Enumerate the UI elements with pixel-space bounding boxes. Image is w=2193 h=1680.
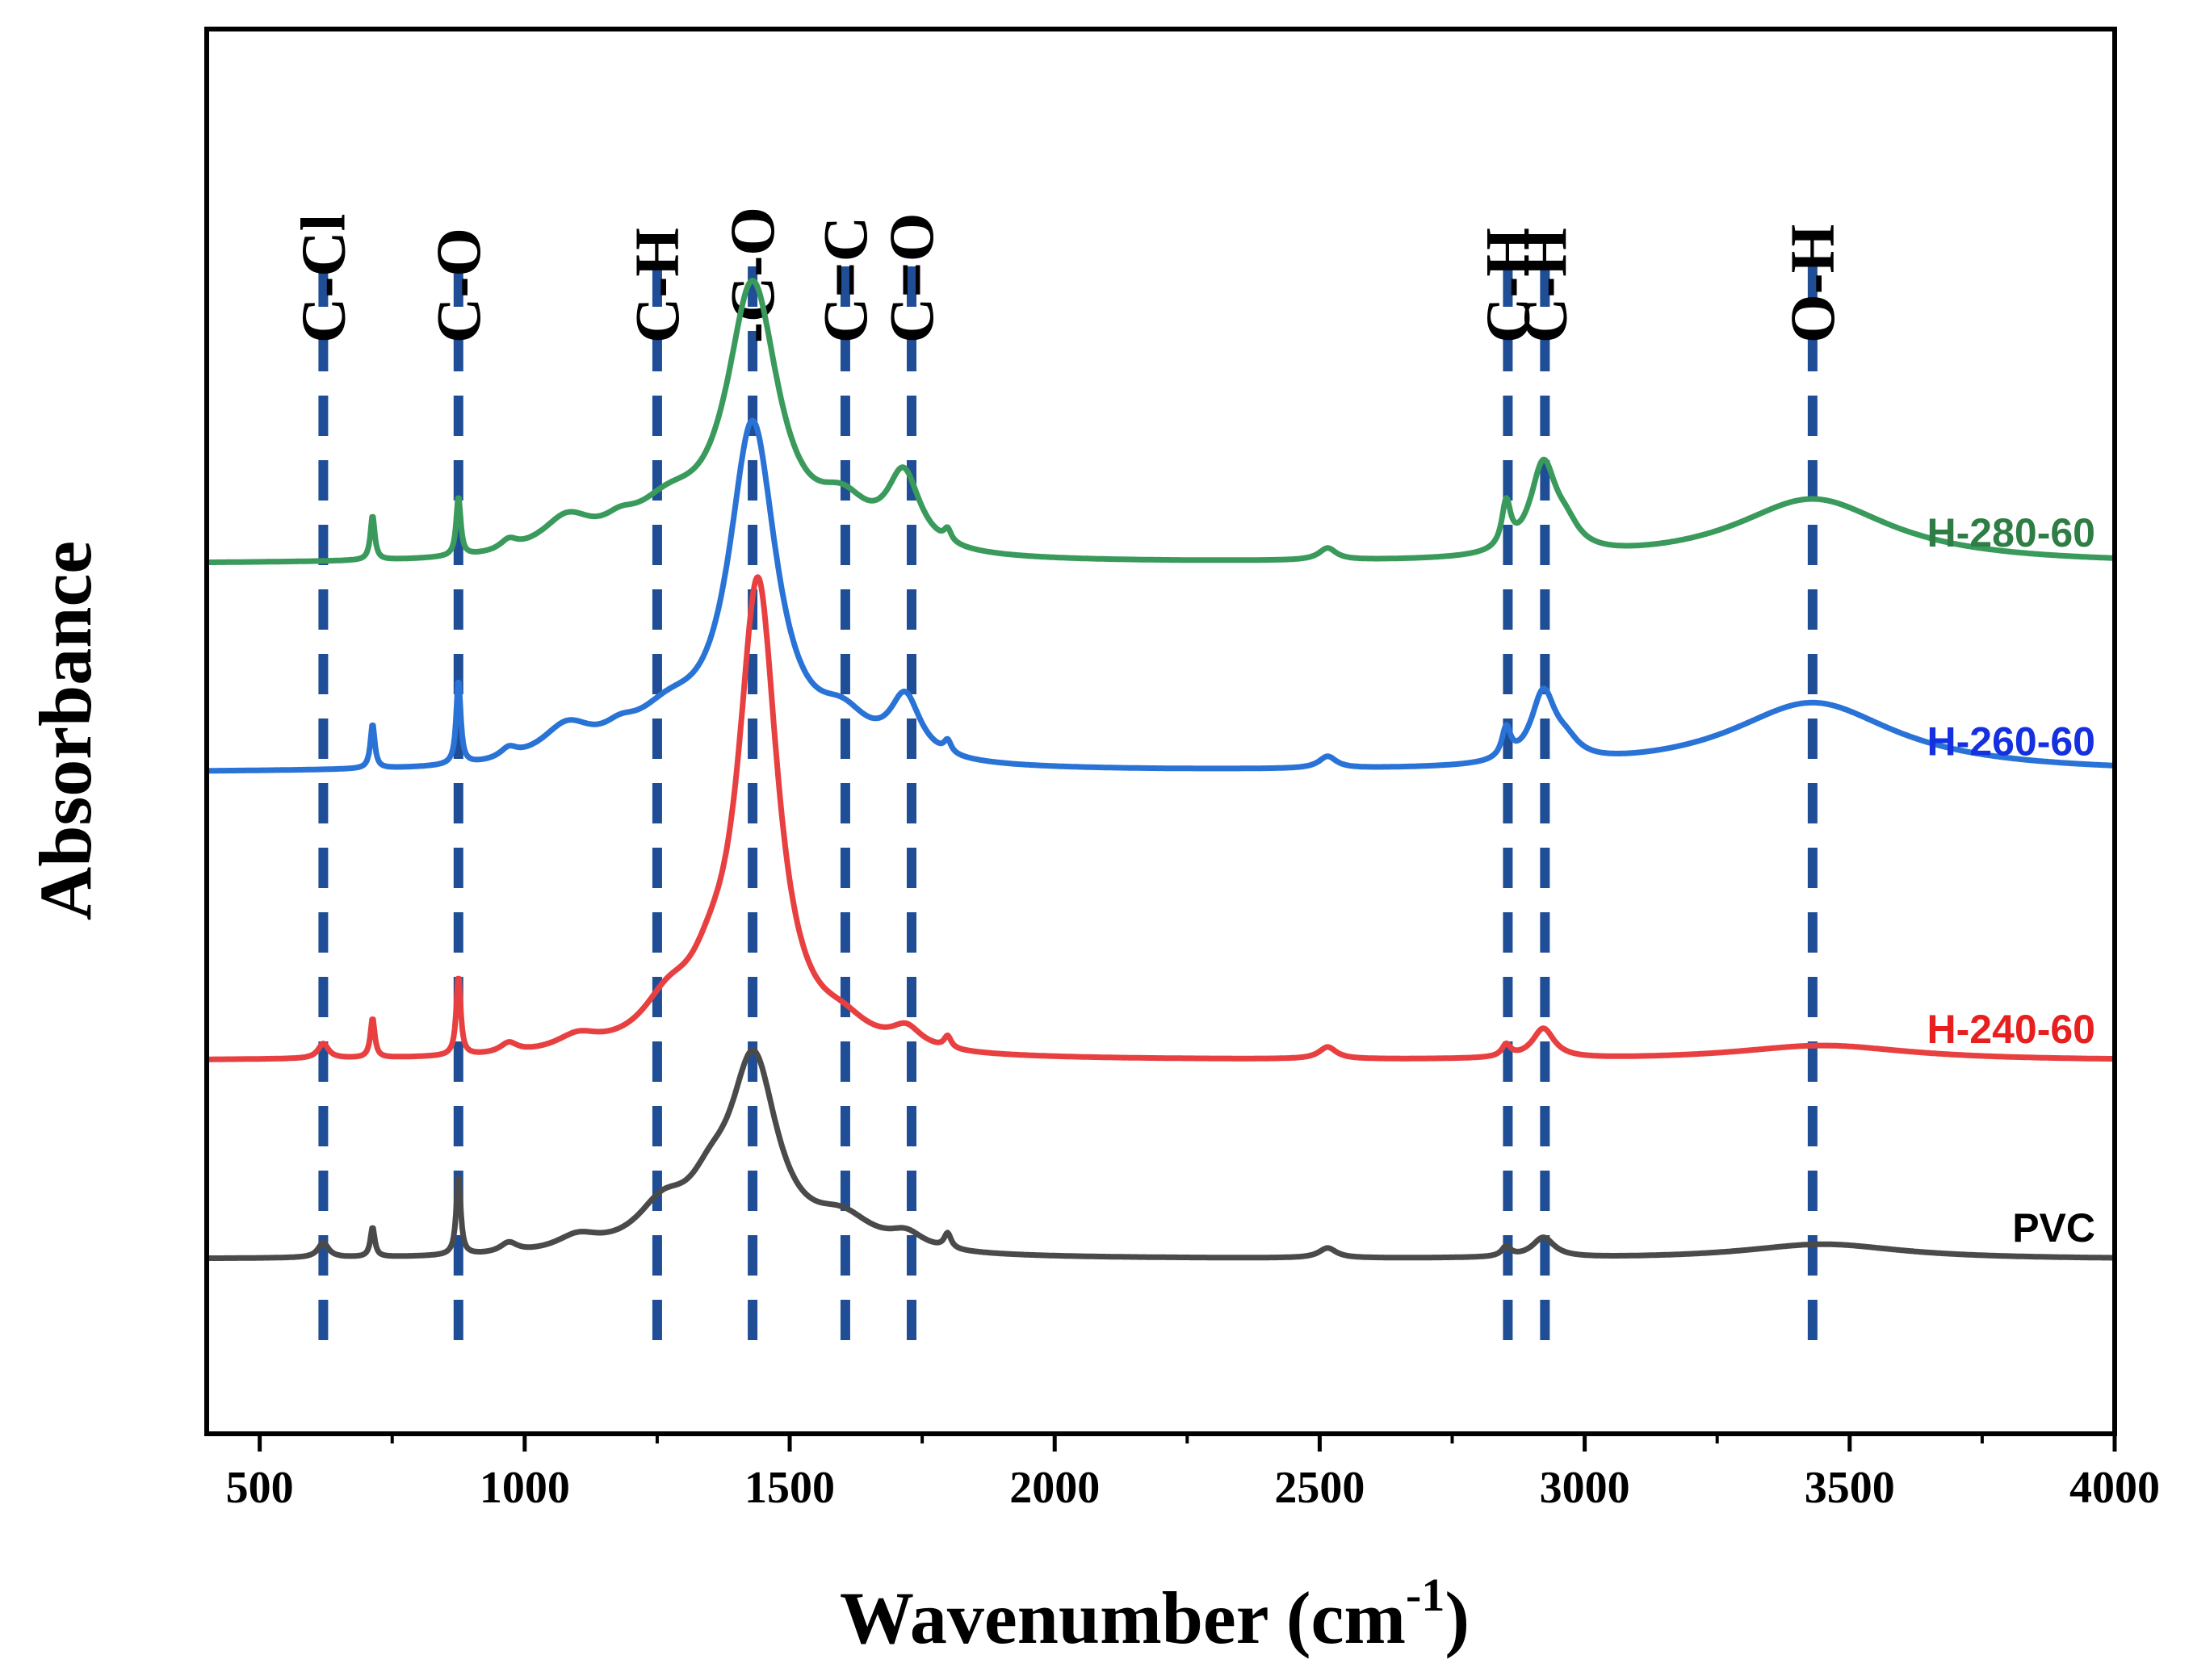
x-tick-label: 4000 (2069, 1463, 2160, 1513)
x-axis-title-main: Wavenumber (cm (840, 1577, 1406, 1659)
x-axis-ticks: 500 1000 1500 2000 2500 3000 3500 4000 (226, 1434, 2160, 1513)
spectra-curves (204, 278, 2117, 1262)
x-tick-label: 3500 (1805, 1463, 1895, 1513)
plot-frame (204, 27, 2117, 1436)
x-tick-label: 500 (226, 1463, 294, 1513)
x-axis-title: Wavenumber (cm-1) (840, 1569, 1470, 1659)
x-tick-label: 1500 (744, 1463, 835, 1513)
band-markers (318, 266, 1818, 1356)
series-line-h-280-60 (204, 278, 2117, 565)
series-label: H-240-60 (1927, 1007, 2095, 1052)
x-tick-label: 2000 (1009, 1463, 1100, 1513)
series-line-h-240-60 (204, 574, 2117, 1062)
series-label: PVC (2012, 1205, 2095, 1251)
series-line-pvc (204, 1047, 2117, 1262)
band-label: C-H (622, 228, 692, 343)
series-label: H-280-60 (1927, 510, 2095, 555)
band-label: C-Cl (287, 214, 358, 343)
band-labels: C-Cl C-O C-H -C-O C=CC=O C-HC-H O-H (287, 207, 1847, 343)
band-label: O-H (1777, 224, 1847, 343)
x-axis-title-sup: -1 (1406, 1569, 1445, 1621)
y-axis-title: Absorbance (24, 541, 107, 920)
x-tick-label: 1000 (480, 1463, 570, 1513)
series-labels: H-280-60 H-260-60 H-240-60 PVC (1927, 510, 2095, 1251)
x-tick-label: 3000 (1540, 1463, 1630, 1513)
band-label: -C-O (717, 207, 787, 343)
series-line-h-260-60 (204, 417, 2117, 774)
series-label: H-260-60 (1927, 719, 2095, 764)
band-label: C=O (876, 213, 946, 343)
band-label: C-O (423, 228, 493, 343)
band-label: C-H (1472, 228, 1542, 343)
x-axis-title-close: ) (1445, 1577, 1470, 1659)
band-label: C=C (810, 216, 880, 343)
band-label: C-H (1509, 228, 1579, 343)
x-tick-label: 2500 (1274, 1463, 1365, 1513)
